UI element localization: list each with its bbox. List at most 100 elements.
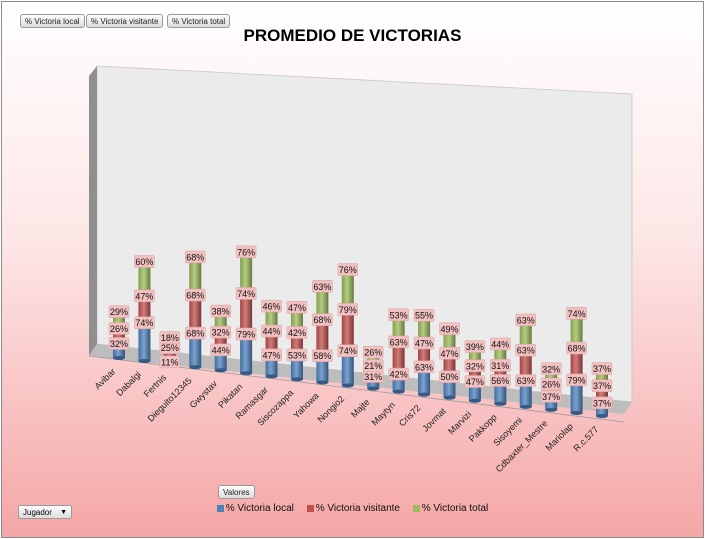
data-label-background (388, 367, 409, 381)
bar-segment-nongio2-series-1[interactable] (341, 305, 354, 347)
data-label: 68% (186, 252, 204, 262)
data-label: 31% (364, 372, 382, 382)
data-label: 26% (542, 379, 560, 389)
data-label-background (235, 287, 257, 300)
data-label: 44% (491, 339, 509, 349)
chevron-down-icon: ▼ (60, 509, 67, 516)
data-label: 46% (263, 302, 281, 312)
data-label-background (337, 344, 359, 357)
bar-segment-bottom-cap (494, 401, 507, 406)
data-label-background (515, 313, 536, 327)
bar-segment-bottom-cap (596, 414, 608, 418)
category-tick-label: Marvizi (446, 409, 473, 436)
data-label-background (108, 305, 130, 318)
data-label-background (515, 343, 536, 357)
jugador-filter-label: Jugador (23, 508, 52, 517)
data-label: 74% (339, 346, 357, 356)
data-label: 63% (517, 315, 535, 325)
data-label: 47% (415, 339, 433, 349)
data-label: 37% (542, 392, 560, 402)
data-label: 37% (593, 364, 611, 374)
legend-swatch-local (216, 504, 224, 512)
data-label-background (312, 313, 333, 326)
legend-item-visitante: % Victoria visitante (306, 503, 400, 514)
data-label-background (591, 396, 613, 410)
bar-segment-bottom-cap (290, 377, 303, 382)
data-label: 63% (313, 282, 331, 292)
data-label: 63% (390, 337, 408, 347)
bar-segment-bottom-cap (545, 407, 558, 412)
data-label: 53% (288, 350, 306, 360)
data-label: 37% (593, 381, 611, 391)
data-label: 53% (390, 310, 408, 320)
data-label-background (286, 301, 308, 314)
bar-segment-bottom-cap (214, 368, 227, 373)
data-label: 68% (186, 291, 204, 301)
bar-segment-bottom-cap (316, 380, 329, 385)
chart-title: PROMEDIO DE VICTORIAS (243, 26, 462, 45)
bar-segment-dabalgi-series-0[interactable] (138, 318, 151, 362)
data-label-background (413, 308, 435, 322)
legend-swatch-visitante (306, 504, 314, 512)
data-label-background (490, 359, 511, 372)
category-tick-label: Pikatan (216, 382, 244, 410)
filter-button-victoria-visitante[interactable]: % Victoria visitante (86, 14, 164, 28)
bar-segment-pikatan-series-2[interactable] (240, 247, 253, 290)
data-label-background (261, 348, 282, 362)
jugador-filter-dropdown[interactable]: Jugador ▼ (18, 505, 72, 519)
bar-segment-bottom-cap (367, 386, 380, 391)
data-label: 37% (593, 398, 611, 408)
data-label: 63% (415, 362, 433, 372)
data-label-background (362, 359, 384, 372)
data-label: 32% (110, 339, 128, 349)
data-label: 76% (339, 265, 357, 275)
data-label: 68% (568, 343, 586, 353)
data-label: 68% (186, 329, 204, 339)
legend: % Victoria local % Victoria visitante % … (2, 503, 703, 514)
data-label: 47% (263, 350, 281, 360)
data-label-background (159, 331, 181, 344)
data-label-background (464, 375, 486, 388)
values-field-button[interactable]: Valores (218, 485, 255, 499)
data-label-background (413, 336, 435, 350)
data-label-background (540, 362, 562, 376)
data-label-background (591, 379, 613, 392)
bar-segment-bottom-cap (468, 398, 481, 403)
data-label-background (286, 326, 308, 339)
data-label-background (566, 341, 587, 355)
data-label: 58% (313, 351, 331, 361)
filter-button-victoria-local[interactable]: % Victoria local (20, 14, 85, 28)
data-label-background (515, 374, 536, 387)
data-label-background (464, 359, 486, 373)
data-label: 79% (568, 375, 586, 385)
data-label-background (134, 289, 155, 303)
bar-segment-bottom-cap (113, 356, 125, 360)
data-label: 26% (110, 324, 128, 334)
bar-segment-bottom-cap (443, 395, 456, 400)
data-label-background (185, 288, 206, 302)
category-tick-label: Fertnis (142, 372, 169, 399)
data-label-background (235, 245, 257, 259)
data-label: 32% (542, 364, 560, 374)
data-label-background (464, 340, 486, 353)
legend-label-local: % Victoria local (225, 503, 294, 514)
data-label: 42% (288, 328, 306, 338)
data-label-background (540, 377, 562, 391)
data-label: 74% (237, 289, 255, 299)
data-label: 49% (440, 324, 458, 334)
data-label-background (337, 303, 359, 316)
legend-label-visitante: % Victoria visitante (315, 503, 400, 514)
data-label: 29% (110, 307, 128, 317)
data-label: 47% (135, 291, 153, 301)
legend-label-total: % Victoria total (421, 503, 489, 514)
bar-segment-bottom-cap (418, 392, 431, 397)
data-label: 38% (212, 307, 230, 317)
data-label: 39% (466, 342, 484, 352)
bar-segment-pikatan-series-0[interactable] (240, 329, 253, 374)
data-label-background (185, 326, 206, 340)
bar-segment-bottom-cap (138, 359, 151, 364)
data-label: 76% (237, 247, 255, 257)
filter-button-victoria-total[interactable]: % Victoria total (167, 14, 231, 28)
